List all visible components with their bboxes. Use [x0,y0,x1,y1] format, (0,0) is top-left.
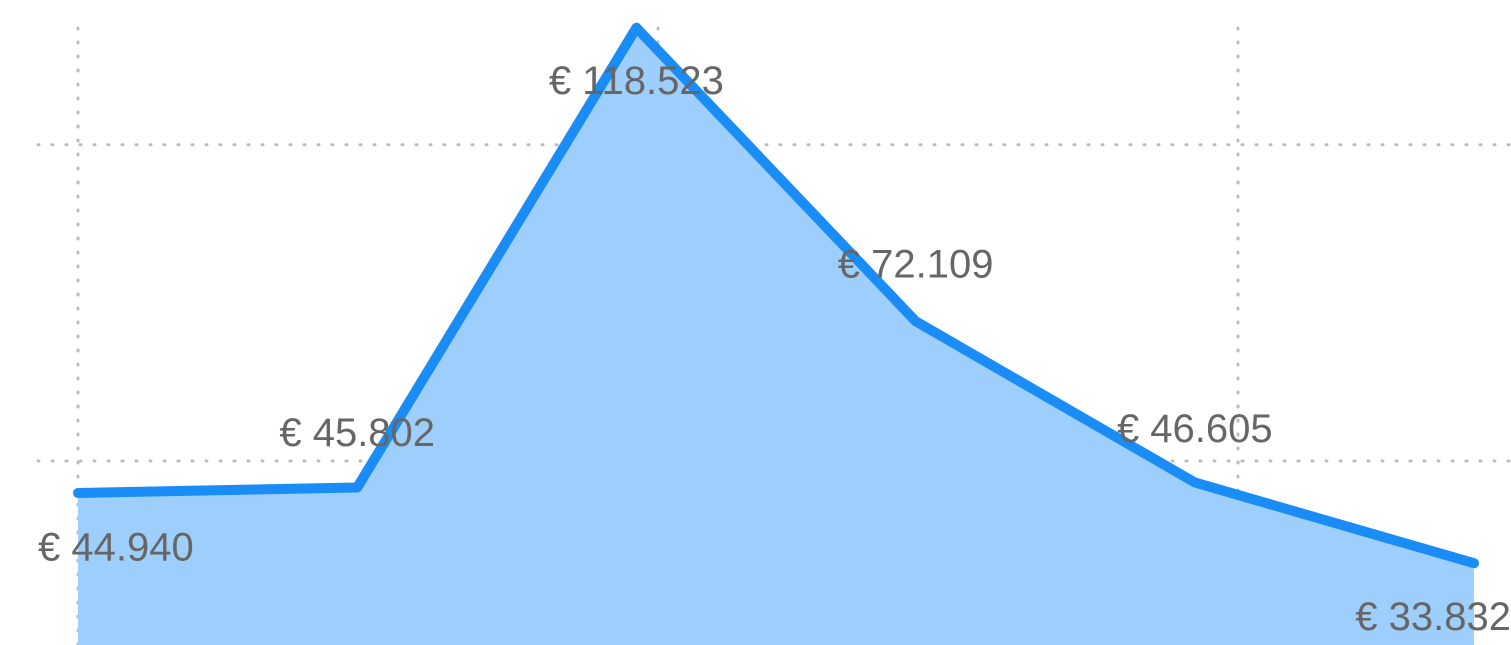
data-label: € 72.109 [838,243,994,287]
data-label: € 46.605 [1117,407,1273,451]
data-label: € 33.832 [1355,595,1511,639]
area [78,27,1474,645]
data-label: € 45.802 [279,411,435,455]
line [73,22,1479,569]
data-label: € 44.940 [38,526,194,570]
data-label: € 118.523 [549,59,724,103]
